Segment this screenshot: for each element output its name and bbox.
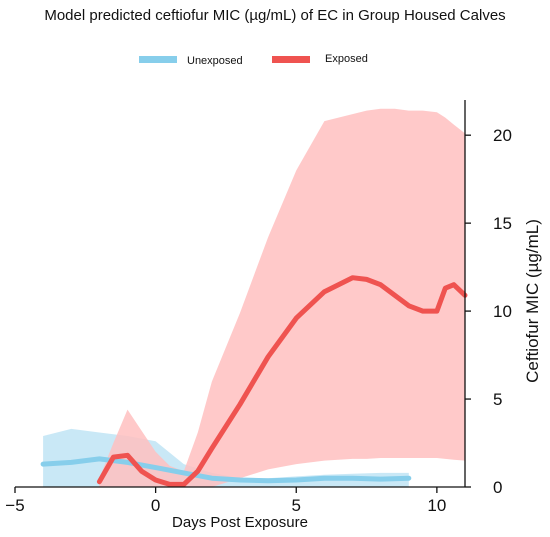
chart-title: Model predicted ceftiofur MIC (µg/mL) of…: [44, 7, 505, 24]
legend-label-unexposed: Unexposed: [187, 55, 243, 67]
y-tick-label-0: 0: [493, 478, 502, 497]
legend: Unexposed Exposed: [139, 53, 368, 67]
x-tick-label--5: −5: [5, 496, 24, 515]
y-axis-label: Ceftiofur MIC (µg/mL): [523, 219, 542, 383]
legend-label-exposed: Exposed: [325, 53, 368, 65]
x-tick-label-0: 0: [151, 496, 160, 515]
series-line-exposed: [96, 275, 468, 487]
x-tick-label-5: 5: [292, 496, 301, 515]
x-axis-label: Days Post Exposure: [172, 514, 308, 531]
y-tick-label-20: 20: [493, 126, 512, 145]
series-line-unexposed: [40, 456, 412, 484]
y-tick-label-15: 15: [493, 214, 512, 233]
legend-swatch-unexposed: [139, 56, 177, 63]
x-tick-label-10: 10: [427, 496, 446, 515]
y-tick-label-10: 10: [493, 302, 512, 321]
legend-swatch-exposed: [272, 56, 310, 63]
axes: −5 0 5 10 0 5 10 15 20: [5, 100, 512, 515]
band-exposed: [99, 108, 466, 488]
plot-area: [40, 108, 468, 488]
y-tick-label-5: 5: [493, 390, 502, 409]
